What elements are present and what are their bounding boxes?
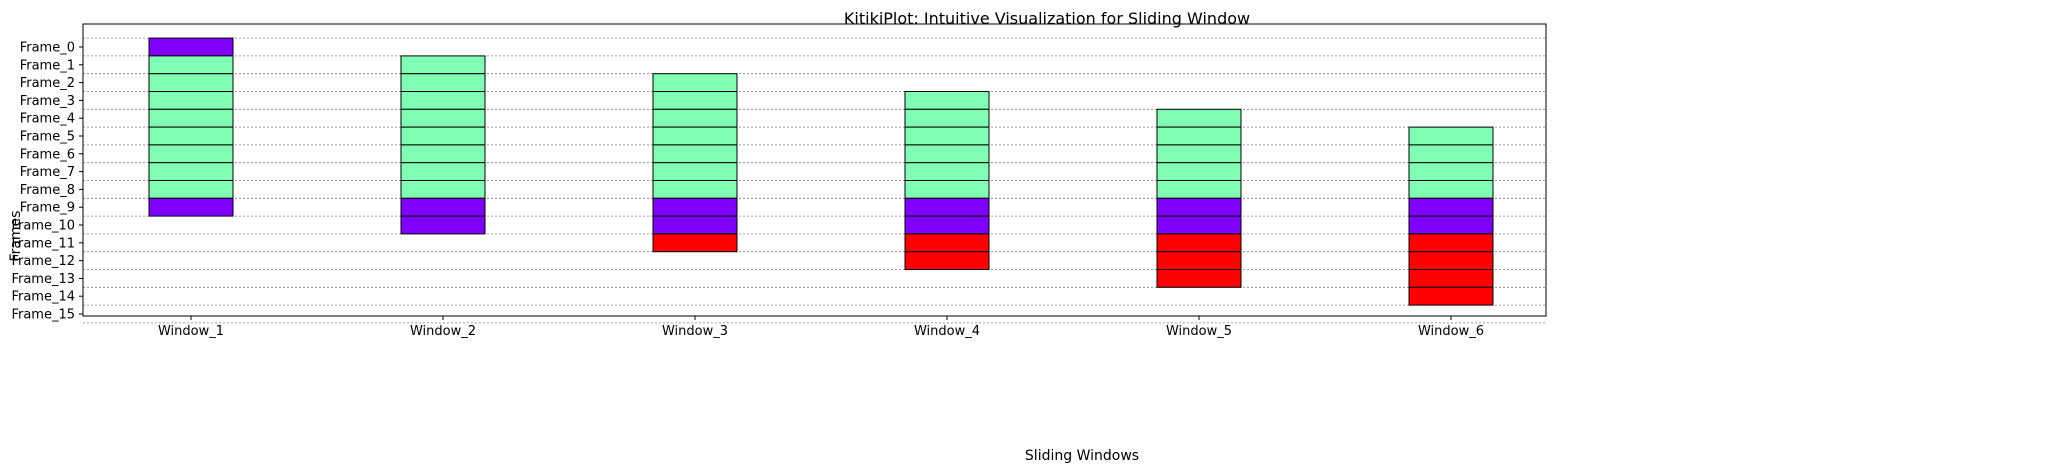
window-cell (1156, 162, 1242, 181)
y-tick-label: Frame_2 (20, 76, 75, 91)
window-cell (1408, 162, 1494, 181)
window-cell (652, 233, 738, 253)
window-cell (148, 108, 234, 128)
window-cell (400, 55, 486, 75)
window-cell (400, 162, 486, 181)
window-cell (1408, 233, 1494, 253)
x-tick-label: Window_3 (662, 324, 728, 339)
window-cell (904, 180, 990, 199)
y-tick-label: Frame_3 (20, 94, 75, 109)
window-cell (1156, 180, 1242, 199)
window-cell (148, 91, 234, 110)
y-tick-label: Frame_4 (20, 112, 75, 127)
window-cell (652, 215, 738, 235)
y-tick-label: Frame_14 (11, 290, 75, 305)
window-cell (148, 197, 234, 217)
y-tick-label: Frame_6 (20, 147, 75, 162)
y-tick-label: Frame_7 (20, 165, 75, 180)
window-cell (400, 197, 486, 217)
window-cell (400, 144, 486, 164)
window-cell (400, 91, 486, 110)
x-tick-label: Window_4 (914, 324, 980, 339)
x-tick-label: Window_1 (158, 324, 224, 339)
y-tick-label: Frame_11 (11, 236, 75, 251)
window-cell (400, 108, 486, 128)
y-tick-label: Frame_0 (20, 41, 75, 56)
y-tick-label: Frame_1 (20, 58, 75, 73)
y-tick-label: Frame_8 (20, 183, 75, 198)
window-cell (652, 73, 738, 92)
window-cell (1156, 215, 1242, 235)
window-cell (148, 73, 234, 92)
y-axis-title: Frames (8, 211, 24, 262)
window-cell (1156, 108, 1242, 128)
y-axis: Frame_0 Frame_1 Frame_2 Frame_3 Frame_4 Frame… (11, 41, 83, 323)
window-cell (148, 37, 234, 57)
window-cell (904, 144, 990, 164)
window-cell (1156, 233, 1242, 253)
window-cell (904, 162, 990, 181)
y-tick-label: Frame_13 (11, 272, 75, 287)
window-cell (400, 126, 486, 146)
window-cell (904, 197, 990, 217)
y-tick-label: Frame_15 (11, 308, 75, 323)
window-cell (1408, 215, 1494, 235)
x-tick-label: Window_2 (410, 324, 476, 339)
window-cell (148, 144, 234, 164)
window-cell (652, 91, 738, 110)
window-cell (1156, 269, 1242, 288)
window-cell (148, 162, 234, 181)
window-cell (904, 215, 990, 235)
window-cell (1156, 126, 1242, 146)
y-tick-label: Frame_5 (20, 130, 75, 145)
x-axis-title: Sliding Windows (1025, 448, 1139, 464)
window-cell (652, 180, 738, 199)
window-cell (904, 108, 990, 128)
bar-layer (148, 37, 1494, 306)
window-cell (652, 108, 738, 128)
window-cell (652, 197, 738, 217)
window-cell (400, 215, 486, 235)
x-axis: Window_1 Window_2 Window_3 Window_4 Window_5… (158, 316, 1484, 339)
plot-frame (82, 23, 1547, 317)
y-tick-label: Frame_9 (20, 201, 75, 216)
window-cell (148, 126, 234, 146)
window-cell (652, 126, 738, 146)
window-cell (904, 126, 990, 146)
window-cell (904, 251, 990, 270)
window-cell (1408, 180, 1494, 199)
window-cell (400, 73, 486, 92)
window-cell (904, 91, 990, 110)
window-cell (400, 180, 486, 199)
window-cell (1408, 126, 1494, 146)
window-cell (1156, 197, 1242, 217)
window-cell (1408, 251, 1494, 270)
x-tick-label: Window_5 (1166, 324, 1232, 339)
window-cell (1408, 269, 1494, 288)
window-cell (1156, 144, 1242, 164)
y-tick-label: Frame_10 (11, 219, 75, 234)
x-tick-label: Window_6 (1418, 324, 1484, 339)
window-cell (1408, 286, 1494, 306)
window-cell (1156, 251, 1242, 270)
grid-layer (83, 37, 1546, 324)
window-cell (1408, 144, 1494, 164)
window-cell (148, 180, 234, 199)
window-cell (652, 162, 738, 181)
window-cell (652, 144, 738, 164)
chart-title: KitikiPlot: Intuitive Visualization for … (844, 9, 1250, 28)
y-tick-label: Frame_12 (11, 254, 75, 269)
window-cell (1408, 197, 1494, 217)
window-cell (904, 233, 990, 253)
window-cell (148, 55, 234, 75)
